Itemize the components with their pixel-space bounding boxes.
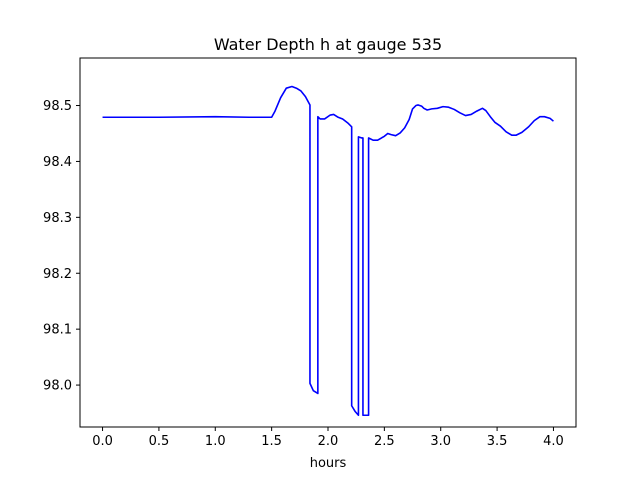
y-tick-label: 98.5	[43, 99, 72, 114]
y-axis-ticks: 98.0 98.1 98.2 98.3 98.4 98.5	[43, 99, 80, 394]
x-tick-label: 3.5	[487, 434, 508, 449]
x-tick-label: 2.5	[374, 434, 395, 449]
x-tick-label: 1.0	[205, 434, 226, 449]
x-tick-label: 0.0	[92, 434, 113, 449]
axes-background	[80, 58, 576, 427]
y-tick-label: 98.1	[43, 323, 72, 338]
y-tick-label: 98.2	[43, 267, 72, 282]
x-tick-label: 1.5	[261, 434, 282, 449]
data-layer	[102, 85, 554, 417]
y-tick-label: 98.3	[43, 211, 72, 226]
x-tick-label: 2.0	[318, 434, 339, 449]
x-axis-label: hours	[310, 456, 347, 471]
series-line-0	[102, 85, 554, 417]
y-tick-label: 98.0	[43, 379, 72, 394]
chart-title: Water Depth h at gauge 535	[214, 35, 442, 54]
x-tick-label: 3.0	[430, 434, 451, 449]
y-tick-label: 98.4	[43, 155, 72, 170]
x-tick-label: 4.0	[543, 434, 564, 449]
x-axis-ticks: 0.0 0.5 1.0 1.5 2.0 2.5 3.0 3.5 4.0	[92, 427, 564, 449]
plot-area	[79, 57, 577, 428]
x-tick-label: 0.5	[149, 434, 170, 449]
